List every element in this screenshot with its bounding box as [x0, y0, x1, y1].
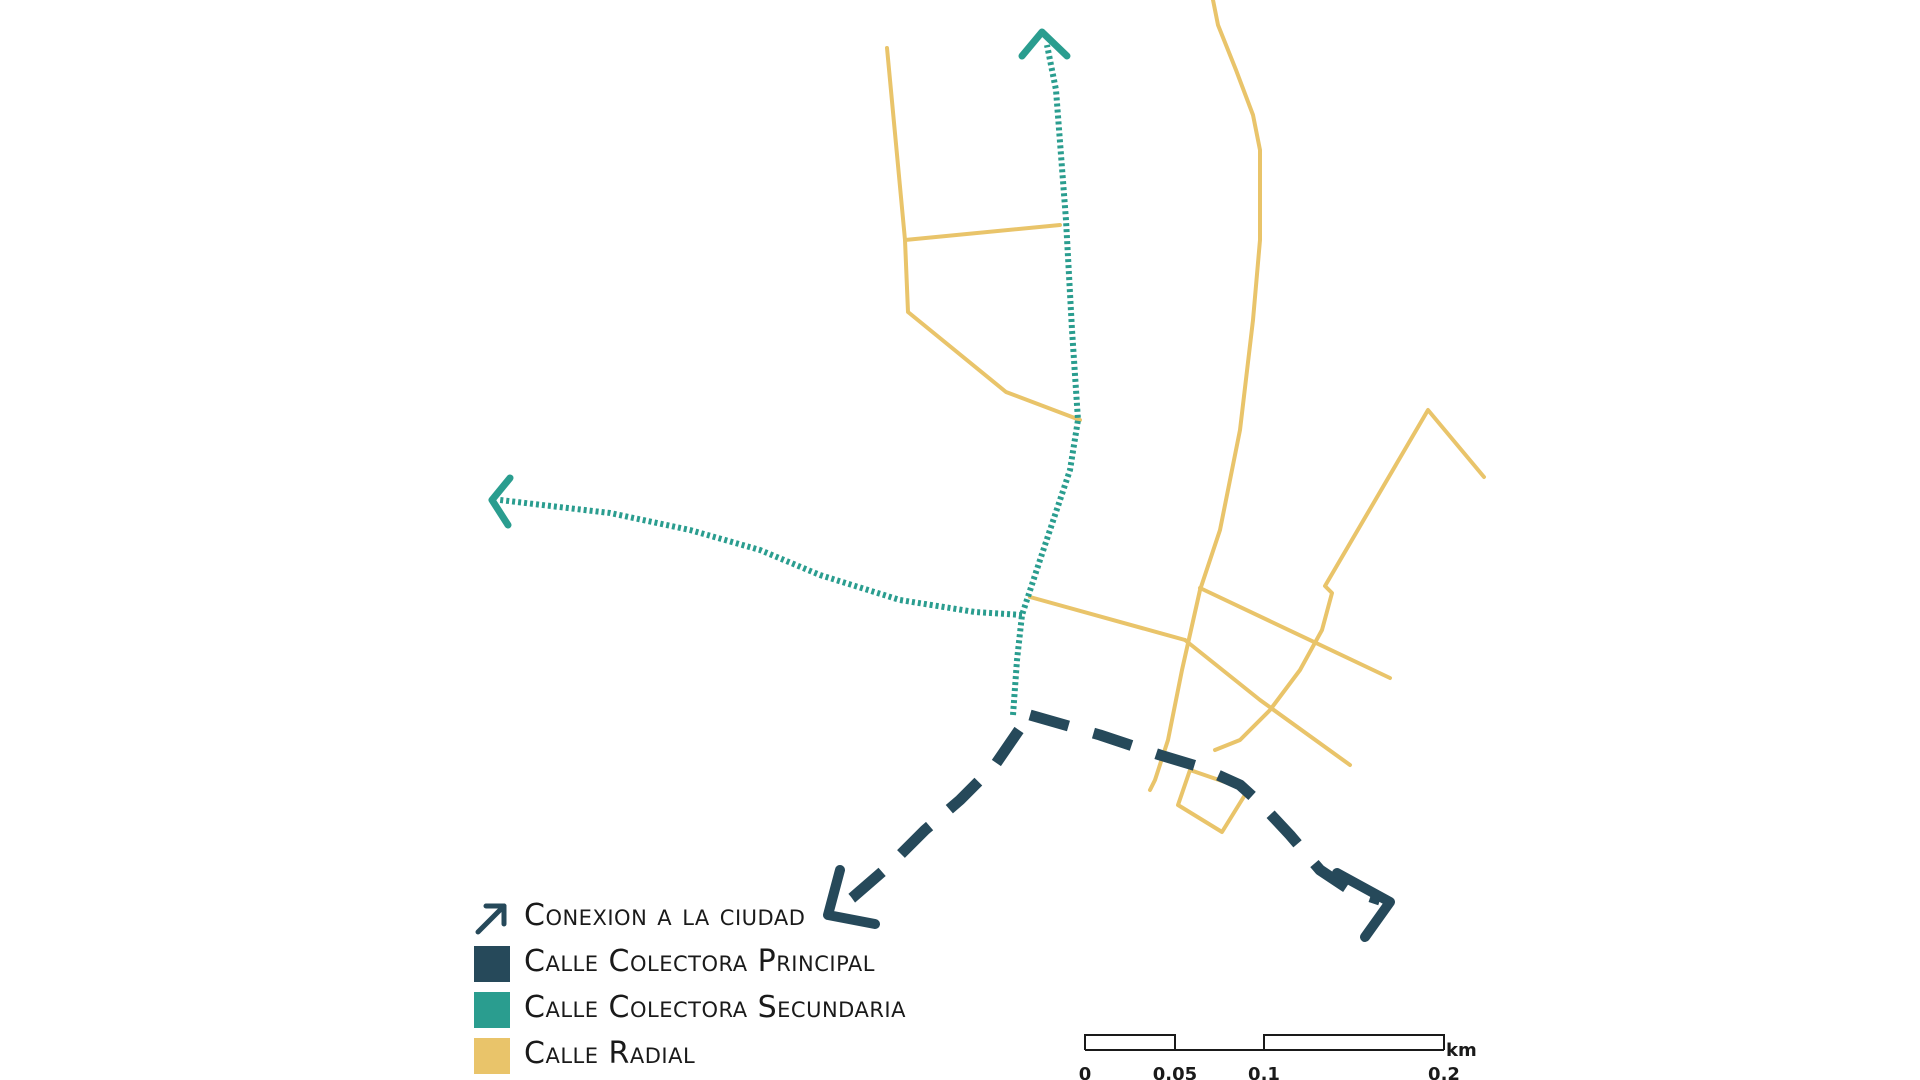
- map-legend: Conexion a la ciudad Calle Colectora Pri…: [474, 896, 994, 1080]
- scale-unit-label: km: [1446, 1040, 1477, 1061]
- scale-tick-label: 0.2: [1428, 1064, 1460, 1080]
- teal-square-swatch: [474, 992, 510, 1028]
- scale-tick-label: 0: [1079, 1064, 1092, 1080]
- main-arrowheads: [823, 865, 1395, 942]
- legend-label: Calle Radial: [524, 1036, 696, 1071]
- dark-square-swatch: [474, 946, 510, 982]
- scale-tick-label: 0.1: [1248, 1064, 1280, 1080]
- radial-street-northwest-loop: [885, 46, 1082, 422]
- arrow-up-right-icon: [475, 903, 507, 935]
- secondary-collector-north: [1010, 44, 1082, 716]
- radial-street-northwest-cross: [903, 223, 1062, 242]
- legend-item-radial: Calle Radial: [474, 1034, 994, 1080]
- yellow-square-swatch: [474, 1038, 510, 1074]
- legend-item-secundaria: Calle Colectora Secundaria: [474, 988, 994, 1034]
- radial-street-diagonal-south: [1183, 638, 1352, 767]
- arrowhead-southeast-icon: [1332, 868, 1395, 942]
- secondary-collector-streets: [499, 44, 1082, 716]
- radial-street-east-arm: [1213, 408, 1486, 752]
- arrowhead-southwest-icon: [823, 865, 880, 929]
- legend-label: Calle Colectora Principal: [524, 944, 875, 979]
- main-collector-southwest: [824, 726, 1024, 920]
- legend-label: Calle Colectora Secundaria: [524, 990, 906, 1025]
- secondary-collector-west: [499, 497, 1023, 618]
- radial-street-east-cross: [1198, 586, 1392, 680]
- scale-bar-line: [1084, 1034, 1445, 1051]
- secondary-arrowheads: [488, 28, 1071, 529]
- radial-street-main-north: [1148, 0, 1262, 792]
- legend-label: Conexion a la ciudad: [524, 898, 806, 933]
- main-collector-streets: [824, 709, 1382, 920]
- scale-tick-label: 0.05: [1153, 1064, 1197, 1080]
- radial-streets: [885, 0, 1486, 834]
- radial-street-central-cross: [1028, 595, 1187, 642]
- legend-item-connection: Conexion a la ciudad: [474, 896, 994, 942]
- arrowhead-west-icon: [488, 474, 514, 529]
- arrowhead-north-icon: [1018, 28, 1071, 60]
- scale-bar: km 0 0.05 0.1 0.2: [1079, 1034, 1477, 1080]
- main-collector-southeast: [1028, 709, 1382, 906]
- legend-item-principal: Calle Colectora Principal: [474, 942, 994, 988]
